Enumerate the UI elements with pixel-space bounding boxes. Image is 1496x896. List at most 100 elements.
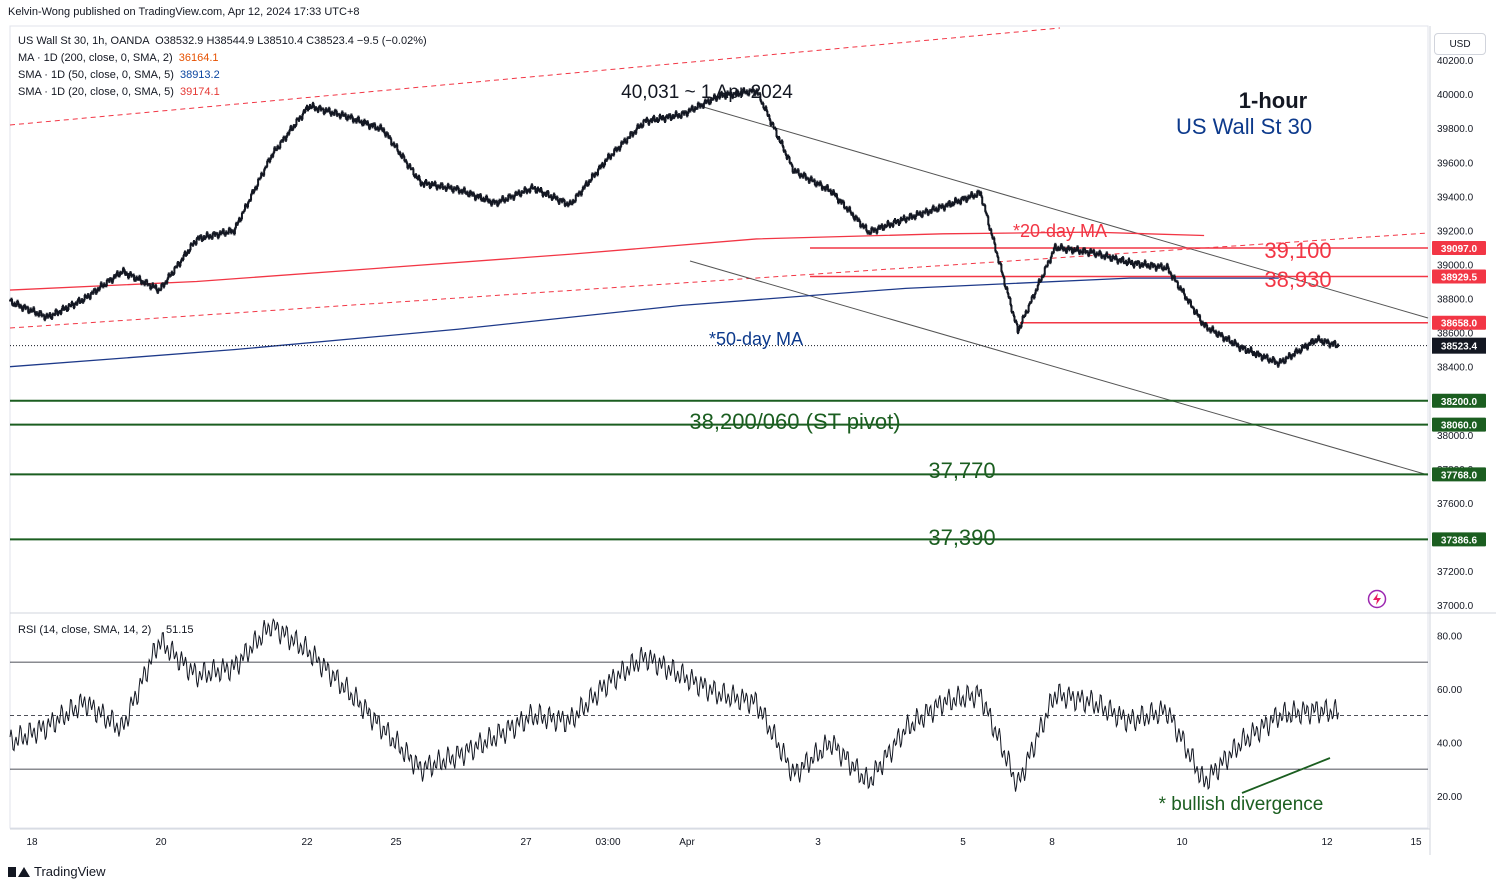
candle-body — [668, 114, 671, 116]
candle-body — [226, 233, 229, 235]
candle-body — [886, 221, 889, 226]
candle-body — [678, 114, 681, 117]
lightning-icon[interactable] — [1367, 589, 1387, 609]
tradingview-logo[interactable]: TradingView — [8, 864, 106, 879]
candle-body — [13, 302, 16, 306]
candle-body — [499, 200, 502, 203]
candle-body — [1280, 360, 1283, 363]
candle-body — [1239, 346, 1242, 351]
candle-body — [851, 213, 854, 215]
candle-body — [280, 140, 283, 142]
legend-ma200[interactable]: MA · 1D (200, close, 0, SMA, 2) 36164.1 — [18, 52, 219, 64]
candle-body — [311, 103, 314, 108]
candle-body — [1323, 339, 1326, 345]
candle-body — [916, 211, 919, 215]
candle-body — [858, 218, 861, 222]
candle-body — [1163, 266, 1166, 269]
candle-body — [406, 162, 409, 169]
candle-body — [194, 242, 197, 245]
candle-body — [440, 183, 443, 185]
candle-body — [292, 125, 295, 130]
candle-body — [968, 195, 971, 198]
candle-body — [488, 199, 491, 203]
candle-body — [1207, 329, 1210, 331]
candle-body — [895, 221, 898, 223]
candle-body — [1053, 244, 1056, 249]
candle-body — [575, 194, 578, 196]
candle-body — [838, 199, 841, 203]
candle-body — [1126, 263, 1129, 265]
candle-body — [669, 114, 672, 120]
candle-body — [241, 212, 244, 214]
candle-body — [692, 110, 695, 112]
candle-body — [52, 313, 55, 315]
candle-body — [1042, 274, 1045, 277]
last-price-tag — [1432, 337, 1486, 354]
candle-body — [395, 144, 398, 147]
candle-body — [453, 187, 456, 189]
candle-body — [1121, 257, 1124, 259]
candle-body — [170, 271, 173, 276]
candle-body — [91, 291, 94, 294]
candle-body — [1167, 267, 1170, 273]
candle-body — [65, 306, 68, 311]
candle-body — [1102, 255, 1105, 257]
candle-body — [394, 146, 397, 148]
candle-body — [756, 89, 759, 95]
price-tick-label: 38800.0 — [1437, 295, 1474, 306]
candle-body — [834, 194, 837, 196]
candle-body — [1048, 260, 1051, 263]
candle-body — [957, 199, 960, 203]
candle-body — [87, 294, 90, 297]
candle-body — [1231, 341, 1234, 345]
candle-body — [230, 230, 233, 233]
legend-sma50[interactable]: SMA · 1D (50, close, 0, SMA, 5) 38913.2 — [18, 69, 220, 81]
candle-body — [843, 201, 846, 209]
candle-body — [681, 111, 684, 113]
candle-body — [1286, 357, 1289, 359]
candle-body — [905, 217, 908, 222]
legend-symbol: US Wall St 30, 1h, OANDA O38532.9 H38544… — [18, 35, 427, 47]
candle-body — [780, 140, 783, 143]
candle-body — [516, 193, 519, 195]
currency-button[interactable]: USD — [1434, 33, 1486, 55]
candle-body — [913, 215, 916, 219]
candle-body — [107, 279, 110, 282]
candle-body — [601, 163, 604, 166]
candle-body — [1272, 357, 1275, 360]
candle-body — [1300, 345, 1303, 351]
legend-sma20[interactable]: SMA · 1D (20, close, 0, SMA, 5) 39174.1 — [18, 86, 220, 98]
candle-body — [209, 235, 212, 238]
candle-body — [143, 282, 146, 285]
candle-body — [877, 225, 880, 229]
candle-body — [841, 200, 844, 204]
candle-body — [312, 103, 315, 107]
candle-body — [1050, 252, 1053, 257]
candle-body — [419, 180, 422, 186]
candle-body — [283, 136, 286, 138]
candle-body — [1014, 320, 1017, 322]
candle-body — [556, 196, 559, 201]
candle-body — [1105, 252, 1108, 256]
candle-body — [636, 124, 639, 129]
candle-body — [1151, 263, 1154, 267]
candle-body — [249, 200, 252, 202]
candle-body — [416, 177, 419, 180]
candle-body — [1322, 343, 1325, 345]
candle-body — [454, 188, 457, 190]
candle-body — [986, 214, 989, 217]
candle-body — [1104, 255, 1107, 259]
candle-body — [826, 185, 829, 191]
candle-body — [723, 94, 726, 96]
candle-body — [1056, 247, 1059, 251]
candle-body — [339, 115, 342, 119]
candle-body — [1208, 328, 1211, 330]
candle-body — [1251, 351, 1254, 355]
candle-body — [627, 137, 630, 139]
candle-body — [745, 90, 748, 94]
candle-body — [163, 283, 166, 288]
candle-body — [936, 210, 939, 212]
candle-body — [102, 283, 105, 288]
candle-body — [761, 103, 764, 105]
